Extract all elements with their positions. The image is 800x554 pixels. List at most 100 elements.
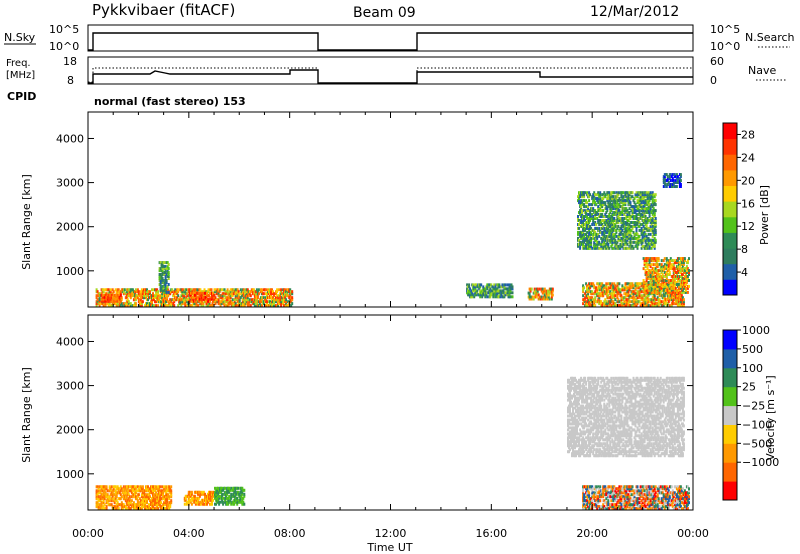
power-cell [636,199,639,203]
power-cell [654,209,657,213]
power-cell [594,296,597,300]
power-cell [195,294,198,298]
power-cell [190,291,193,295]
power-cell [103,297,106,301]
power-cell [137,290,140,294]
power-cell [194,304,197,308]
power-cell [162,298,165,302]
power-cell [246,296,249,300]
power-cell [117,304,120,308]
power-cell [229,290,232,294]
power-cell [242,294,245,298]
power-cell [102,290,105,294]
power-cell [184,302,187,306]
power-cell [98,298,101,302]
power-cell [181,292,184,296]
power-cell [291,292,294,296]
power-cell [110,293,113,297]
power-cell [223,300,226,304]
power-cell [129,294,132,298]
velocity-cell [578,422,580,426]
power-cell [291,296,294,300]
power-cell [140,304,143,308]
power-cell [134,302,137,306]
power-cell [186,292,189,296]
power-cell [187,298,190,302]
power-cell [194,297,197,301]
power-cell [688,269,690,273]
power-cell [167,300,170,304]
power-cell [248,298,251,302]
power-cell [595,193,598,197]
power-cell [95,296,98,300]
power-cell [167,267,170,271]
power-cell [284,288,287,292]
power-cell [137,298,140,302]
power-cell [127,300,130,304]
power-cell [177,304,180,308]
power-cell [628,211,631,214]
velocity-cell [105,485,108,489]
velocity-cell [573,450,575,454]
power-cell [638,228,641,232]
freq-frame [87,56,694,85]
power-cell [226,292,229,296]
cpid-value: normal (fast stereo) 153 [94,95,246,108]
power-cell [638,209,641,213]
power-cell [177,294,180,298]
velocity-cell [168,495,171,499]
power-cell [283,298,286,302]
power-cell [104,293,107,297]
power-cell [203,290,206,294]
y-tick-label: 4000 [56,132,84,145]
power-cell [182,298,185,302]
power-cell [254,292,257,296]
velocity-cell [578,402,580,406]
power-cell [235,292,238,296]
power-cell [656,263,659,267]
power-cell [96,300,99,304]
power-cell [147,294,149,298]
power-cell [100,292,103,296]
power-cell [139,298,142,302]
velocity-cell [575,450,577,454]
power-cell [163,290,166,294]
power-cell [102,293,105,297]
power-cell [178,298,181,302]
power-cell [220,288,223,292]
power-cell [210,288,213,292]
power-cell [614,238,617,242]
power-cell [214,298,217,302]
y-tick-label: 1000 [56,468,84,481]
power-cell [511,291,514,295]
power-cell [281,298,284,302]
power-cell [95,294,98,298]
velocity-cell [112,497,115,501]
power-cell [583,215,586,218]
power-cell [228,298,231,302]
power-cell [188,299,191,303]
power-cell [111,292,114,296]
power-cell [111,304,114,308]
power-cell [184,298,187,302]
power-cell [173,300,176,304]
power-cell [262,302,265,306]
power-cell [287,288,290,292]
power-cell [284,292,287,296]
freq-tick-right-bottom: 0 [710,74,717,87]
power-cell [271,292,273,296]
power-cell [237,294,240,298]
power-cell [232,292,235,296]
power-cell [169,298,172,302]
power-cell [654,217,657,220]
power-cell [577,230,579,234]
power-cell [117,299,120,303]
power-cell [254,294,257,298]
power-cell [190,290,193,294]
power-cell [289,288,292,292]
power-cell [649,232,652,236]
power-cell [257,292,260,296]
y-tick-label: 3000 [56,177,84,190]
velocity-cell [212,498,214,502]
power-cell [103,295,106,299]
